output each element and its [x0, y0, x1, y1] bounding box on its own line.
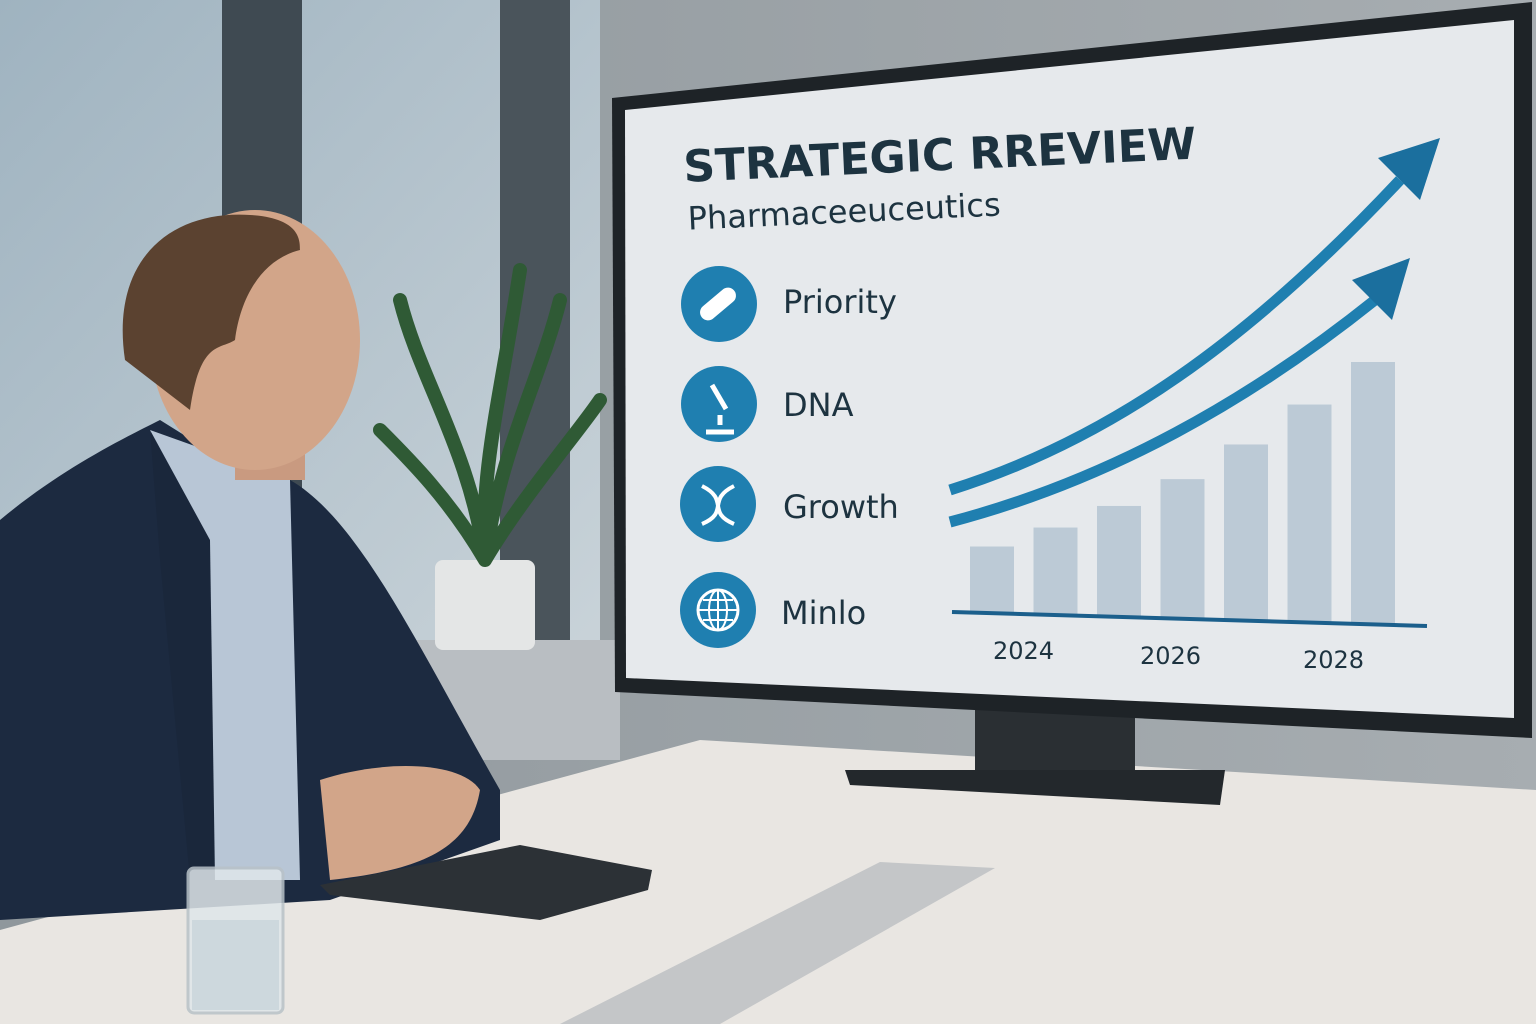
chart-bar — [1033, 527, 1078, 614]
slide-chart: 2024 2026 2028 — [948, 138, 1440, 674]
item-label: Growth — [783, 488, 899, 526]
chart-bar — [1097, 505, 1141, 616]
item-label: Priority — [783, 283, 897, 321]
trend-arrow-lower — [948, 295, 1379, 528]
x-label: 2028 — [1303, 646, 1364, 674]
chart-baseline — [951, 610, 1428, 628]
table-cable-tray — [560, 862, 995, 1024]
notebook — [320, 845, 652, 920]
chart-bar — [1287, 404, 1332, 622]
arrow-head — [1378, 138, 1440, 200]
hands — [320, 766, 480, 880]
chart-bar — [1224, 444, 1268, 620]
chart-bar — [970, 546, 1014, 612]
x-label: 2024 — [993, 637, 1054, 665]
slide-item-priority: Priority — [681, 266, 897, 342]
x-label: 2026 — [1140, 642, 1201, 670]
arrow-head — [1352, 258, 1410, 320]
trend-arrow-upper — [948, 176, 1405, 496]
slide-item-growth: Growth — [680, 466, 899, 542]
table — [0, 740, 1536, 1024]
item-label: DNA — [783, 386, 854, 424]
microscope-icon — [681, 366, 757, 442]
hair — [122, 214, 300, 410]
monitor-stand — [845, 770, 1225, 805]
potted-plant — [373, 263, 607, 650]
man — [0, 210, 500, 920]
slide-item-dna: DNA — [681, 366, 854, 442]
slide-item-minlo: Minlo — [680, 572, 866, 648]
item-label: Minlo — [781, 594, 866, 632]
chart-bar — [1351, 362, 1395, 624]
chart-bar — [1160, 479, 1205, 618]
